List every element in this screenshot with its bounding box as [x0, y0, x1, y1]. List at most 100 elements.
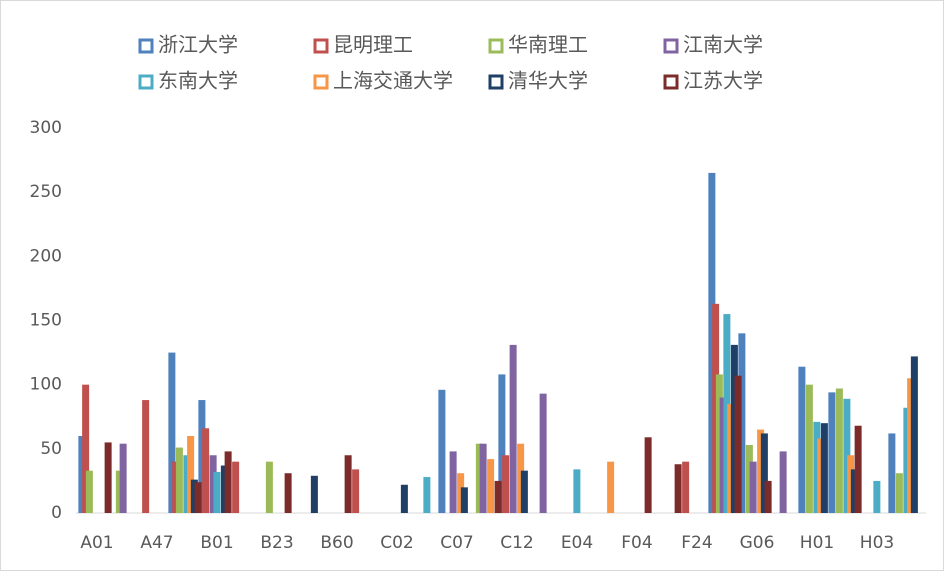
bar [194, 482, 202, 513]
bar [224, 451, 232, 513]
x-tick-label: C07 [440, 533, 474, 553]
bar [175, 447, 183, 513]
y-tick-label: 150 [30, 311, 62, 331]
bar [539, 393, 547, 513]
bar [265, 461, 273, 513]
bar [479, 443, 487, 513]
bar [119, 443, 127, 513]
bar [198, 400, 206, 513]
legend-swatch [663, 74, 679, 90]
bar [712, 303, 720, 513]
bar [730, 344, 738, 513]
x-tick-label: C02 [380, 533, 414, 553]
bar [475, 443, 483, 513]
bar [813, 421, 821, 513]
bar [715, 374, 723, 513]
bar [449, 451, 457, 513]
bar [760, 433, 768, 513]
bar [888, 433, 896, 513]
bar [764, 480, 772, 513]
x-tick-label: B23 [260, 533, 293, 553]
x-tick-label: F04 [621, 533, 652, 553]
bar [502, 455, 510, 513]
x-tick-label: G06 [740, 533, 775, 553]
legend-label: 东南大学 [158, 69, 238, 93]
y-tick-label: 300 [30, 118, 62, 138]
bar [708, 172, 716, 513]
legend-swatch [488, 74, 504, 90]
bar [727, 403, 735, 513]
bar [798, 366, 806, 513]
bar [400, 484, 408, 513]
legend-label: 江南大学 [683, 33, 763, 57]
y-tick-label: 50 [40, 439, 62, 459]
bar [213, 471, 221, 513]
bar [573, 469, 581, 513]
bar [220, 465, 228, 513]
legend-swatch [138, 74, 154, 90]
bar [202, 428, 210, 513]
bar [828, 392, 836, 513]
x-tick-label: B01 [200, 533, 233, 553]
bar [190, 479, 198, 513]
bar [910, 356, 918, 513]
bar [820, 423, 828, 513]
y-tick-label: 0 [51, 503, 62, 523]
x-tick-label: A47 [140, 533, 173, 553]
bar [723, 314, 731, 513]
y-tick-label: 200 [30, 246, 62, 266]
bar [682, 461, 690, 513]
legend-swatch [663, 38, 679, 54]
legend-swatch [488, 38, 504, 54]
x-tick-label: A01 [80, 533, 113, 553]
bar [907, 378, 915, 513]
legend-label: 江苏大学 [683, 69, 763, 93]
legend-label: 昆明理工 [333, 33, 413, 57]
bar [779, 451, 787, 513]
x-tick-label: C12 [500, 533, 534, 553]
bar [850, 469, 858, 513]
bar [757, 429, 765, 513]
bar [142, 400, 150, 513]
legend-swatch [313, 74, 329, 90]
bar [78, 436, 86, 513]
bar [104, 442, 112, 513]
bar [843, 398, 851, 513]
bar [352, 469, 360, 513]
bar [835, 388, 843, 513]
bar [457, 473, 465, 513]
bar [487, 459, 495, 513]
bar [520, 470, 528, 513]
bar [847, 455, 855, 513]
bar [607, 461, 615, 513]
bar [895, 473, 903, 513]
bar [494, 480, 502, 513]
bar [187, 436, 195, 513]
bar [209, 455, 217, 513]
y-tick-label: 250 [30, 182, 62, 202]
bar [498, 374, 506, 513]
bar [232, 461, 240, 513]
legend-label: 上海交通大学 [333, 69, 453, 93]
bar [644, 437, 652, 513]
legend-label: 清华大学 [508, 69, 588, 93]
x-tick-label: F24 [681, 533, 712, 553]
bar [745, 444, 753, 513]
bar [183, 455, 191, 513]
bar [310, 475, 318, 513]
bar [344, 455, 352, 513]
legend-swatch [313, 38, 329, 54]
bar [719, 397, 727, 513]
bar [509, 344, 517, 513]
bar [85, 470, 93, 513]
bar [172, 461, 180, 513]
bar [873, 480, 881, 513]
bar [854, 425, 862, 513]
legend-label: 浙江大学 [158, 33, 238, 57]
bar [82, 384, 90, 513]
bar [674, 464, 682, 513]
bar [115, 470, 123, 513]
y-tick-label: 100 [30, 375, 62, 395]
x-tick-label: H01 [800, 533, 834, 553]
